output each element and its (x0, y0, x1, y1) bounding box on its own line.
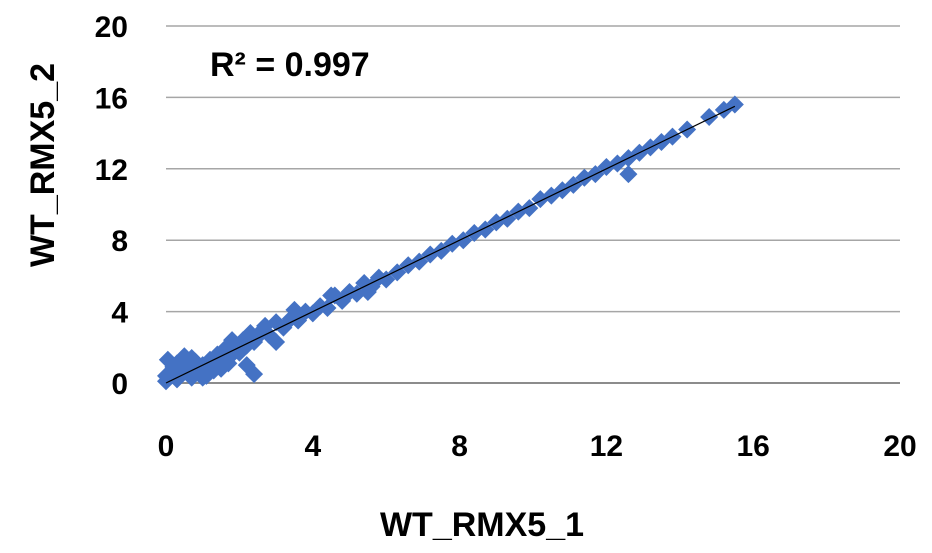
data-point (212, 359, 231, 378)
data-point (700, 108, 719, 127)
data-point (285, 300, 304, 319)
data-point (245, 365, 264, 384)
y-tick-label: 0 (111, 368, 128, 401)
y-tick-label: 8 (111, 225, 128, 258)
data-point (182, 349, 201, 368)
y-tick-label: 16 (95, 82, 128, 115)
data-points (157, 95, 744, 391)
x-tick-label: 4 (304, 430, 321, 463)
x-tick-label: 12 (590, 430, 623, 463)
labels: R² = 0.997 WT_RMX5_1 WT_RMX5_2 (24, 46, 584, 544)
axes: 0 4 8 12 16 20 0 4 8 12 16 20 (95, 11, 917, 463)
y-tick-label: 20 (95, 11, 128, 44)
data-point (223, 331, 242, 350)
data-point (193, 368, 212, 387)
data-point (347, 284, 366, 303)
data-point (256, 316, 275, 335)
r-squared-annotation: R² = 0.997 (210, 46, 370, 84)
data-point (619, 165, 638, 184)
x-tick-label: 16 (737, 430, 770, 463)
data-point (168, 354, 187, 373)
data-point (267, 332, 286, 351)
x-tick-label: 0 (158, 430, 175, 463)
y-axis-title: WT_RMX5_2 (24, 63, 62, 267)
y-tick-label: 4 (111, 297, 128, 330)
x-tick-label: 8 (451, 430, 468, 463)
trendline-layer (165, 105, 736, 384)
data-point (377, 270, 396, 289)
trendline (165, 105, 736, 384)
x-tick-label: 20 (883, 430, 916, 463)
x-axis-title: WT_RMX5_1 (380, 506, 584, 544)
gridlines (166, 25, 900, 313)
y-tick-label: 12 (95, 154, 128, 187)
